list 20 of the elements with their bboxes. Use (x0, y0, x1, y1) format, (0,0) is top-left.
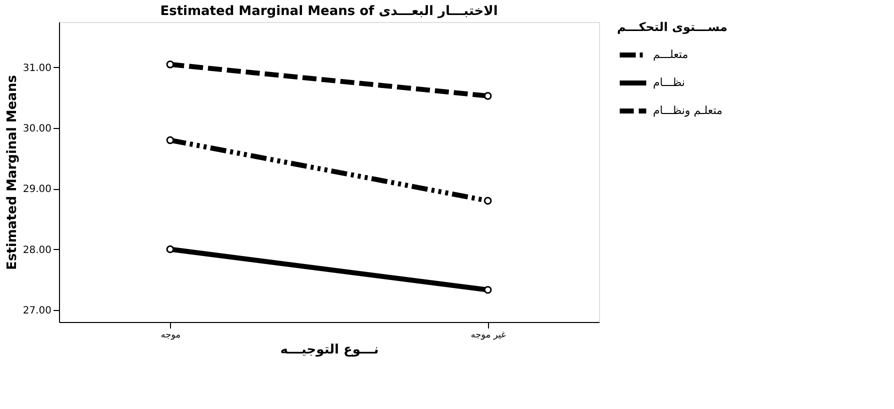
point (166, 245, 174, 254)
y-tick-label: 28.00 (22, 244, 52, 256)
x-axis-title: نـــوع التوجيـــه (280, 342, 379, 358)
y-tick-label: 27.00 (22, 305, 52, 316)
legend-label: متعلـــم (653, 48, 688, 61)
chart-title: Estimated Marginal Means of الاختبـــار البعـــدى (160, 4, 498, 19)
y-tick-label: 30.00 (22, 124, 52, 135)
legend-label: نظـــام (653, 76, 685, 89)
legend-label: متعلـم ونظـــام (653, 104, 723, 117)
y-tick-label: 31.00 (22, 62, 52, 74)
y-tick-label: 29.00 (22, 184, 52, 196)
point (484, 92, 492, 100)
y-axis-title: Estimated Marginal Means (4, 74, 20, 270)
x-tick-label: موجه (160, 330, 181, 340)
point (484, 196, 492, 205)
point (484, 286, 492, 294)
x-tick-label: غير موجه (470, 330, 506, 340)
point (166, 60, 174, 68)
legend-title: مســـتوى التحكـــم (617, 20, 728, 34)
point (166, 136, 174, 144)
